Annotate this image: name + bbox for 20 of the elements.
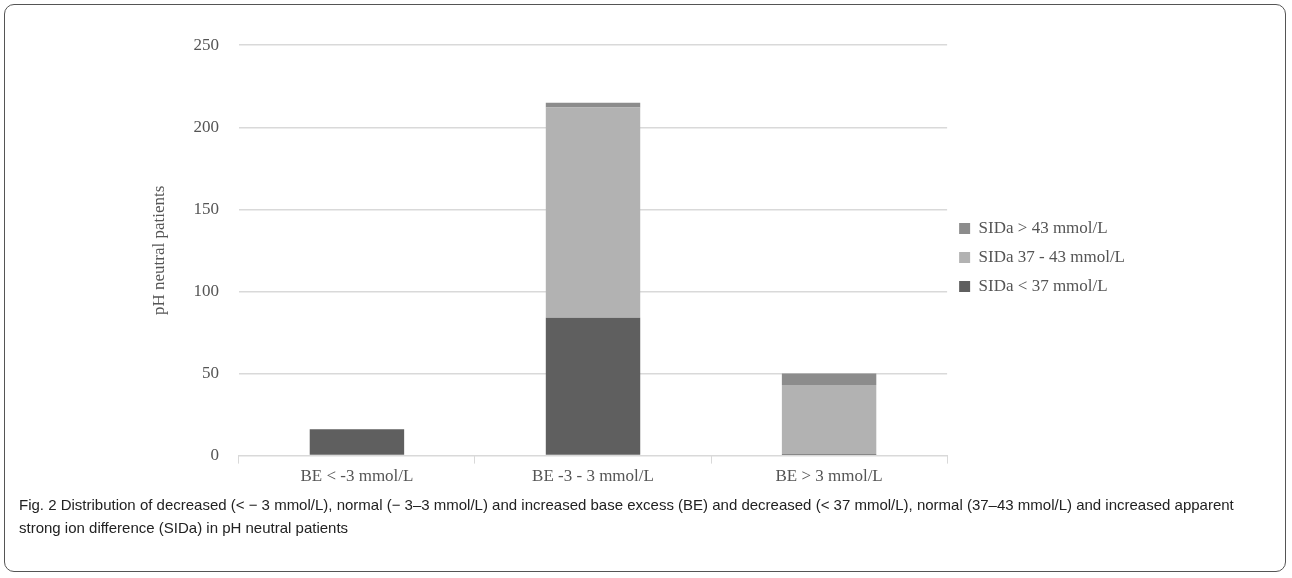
- bar: [781, 385, 877, 454]
- y-axis-title: pH neutral patients: [148, 185, 168, 316]
- y-tick-label: 250: [193, 34, 219, 54]
- y-tick-label: 200: [193, 116, 219, 136]
- x-tick-label: BE > 3 mmol/L: [775, 466, 883, 486]
- bar: [545, 317, 641, 455]
- x-tick-label: BE < -3 mmol/L: [300, 466, 414, 486]
- legend-label: SIDa 37 - 43 mmol/L: [978, 246, 1126, 266]
- y-tick-label: 150: [193, 198, 219, 218]
- caption: Fig. 2 Distribution of decreased (< − 3 mmol/L), normal (− 3–3 mmol/L) and increased base excess (BE) and decreased (< 37 mmol/L), normal (37–43 mmol/L) and increased apparent strong ion difference (SIDa) in pH neutral patients: [19, 495, 1235, 538]
- bar: [781, 373, 877, 386]
- bar: [545, 107, 641, 318]
- y-tick-label: 100: [193, 280, 219, 300]
- bar: [545, 102, 641, 108]
- y-tick-label: 0: [210, 445, 219, 465]
- x-tick-label: BE -3 - 3 mmol/L: [532, 466, 654, 486]
- legend-label: SIDa > 43 mmol/L: [978, 217, 1108, 237]
- y-tick-label: 50: [201, 362, 219, 382]
- legend-label: SIDa < 37 mmol/L: [978, 275, 1108, 295]
- bar: [309, 429, 405, 455]
